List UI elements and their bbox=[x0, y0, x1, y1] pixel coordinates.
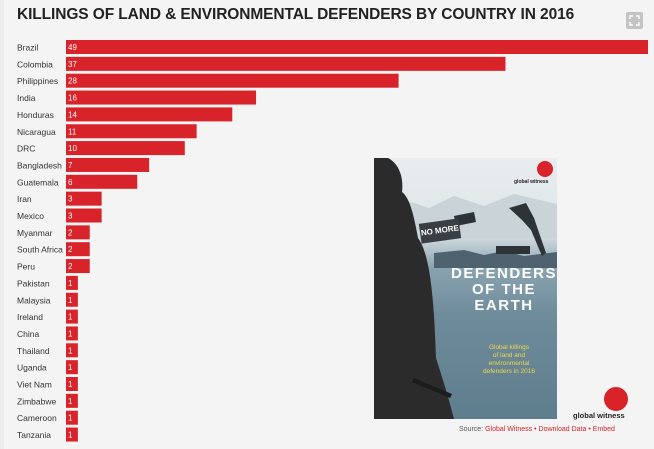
value-label: 1 bbox=[68, 313, 73, 322]
category-label: South Africa bbox=[17, 245, 63, 255]
category-label: Colombia bbox=[17, 59, 53, 69]
category-label: Honduras bbox=[17, 110, 54, 120]
value-label: 3 bbox=[68, 195, 73, 204]
cover-headline-line: OF THE bbox=[472, 281, 536, 298]
category-label: Nicaragua bbox=[17, 127, 56, 137]
value-label: 1 bbox=[68, 329, 73, 338]
category-label: India bbox=[17, 93, 36, 103]
expand-icon bbox=[629, 15, 640, 26]
embed-link[interactable]: Embed bbox=[592, 426, 615, 433]
value-label: 1 bbox=[68, 431, 73, 440]
bar[interactable] bbox=[66, 377, 78, 391]
value-label: 16 bbox=[68, 94, 77, 103]
cover-headline: DEFENDERS OF THE EARTH bbox=[444, 266, 557, 314]
category-label: Tanzania bbox=[17, 430, 51, 440]
cover-logo-icon bbox=[537, 161, 553, 177]
value-label: 2 bbox=[68, 228, 73, 237]
category-label: Uganda bbox=[17, 363, 47, 373]
value-label: 1 bbox=[68, 380, 73, 389]
bar[interactable] bbox=[66, 343, 78, 358]
cover-headline-line: DEFENDERS bbox=[450, 265, 557, 282]
report-cover-image: NO MORE global witness DEFENDERS OF THE … bbox=[374, 158, 557, 419]
bar[interactable] bbox=[66, 309, 78, 324]
value-label: 1 bbox=[68, 279, 73, 288]
value-label: 2 bbox=[68, 262, 73, 271]
value-label: 7 bbox=[68, 161, 73, 170]
bar[interactable] bbox=[66, 157, 150, 172]
category-label: Peru bbox=[17, 262, 35, 272]
bar[interactable] bbox=[66, 191, 102, 206]
category-label: Philippines bbox=[17, 76, 58, 86]
bar[interactable] bbox=[66, 56, 506, 71]
category-label: Ireland bbox=[17, 312, 43, 322]
bar[interactable] bbox=[66, 393, 78, 408]
bar[interactable] bbox=[66, 225, 90, 240]
bar[interactable] bbox=[66, 427, 78, 442]
category-label: Mexico bbox=[17, 211, 44, 221]
value-label: 28 bbox=[68, 77, 77, 86]
source-line: Source: Global Witness • Download Data •… bbox=[459, 426, 615, 433]
bar[interactable] bbox=[66, 174, 138, 189]
category-label: Iran bbox=[17, 194, 32, 204]
category-label: Myanmar bbox=[17, 228, 53, 238]
value-label: 37 bbox=[68, 60, 77, 69]
cover-subtitle-line: of land and bbox=[492, 352, 526, 359]
bar[interactable] bbox=[66, 208, 102, 223]
bar[interactable] bbox=[66, 107, 233, 122]
value-label: 1 bbox=[68, 296, 73, 305]
global-witness-logo-icon bbox=[604, 387, 628, 411]
bar[interactable] bbox=[66, 292, 78, 307]
category-label: Pakistan bbox=[17, 278, 50, 288]
bar[interactable] bbox=[66, 40, 648, 54]
cover-headline-line: EARTH bbox=[474, 297, 534, 314]
category-label: China bbox=[17, 329, 39, 339]
bar[interactable] bbox=[66, 242, 90, 257]
cover-subtitle-line: environmental bbox=[488, 360, 530, 367]
category-label: DRC bbox=[17, 144, 35, 154]
value-label: 49 bbox=[68, 43, 77, 52]
chart-title: KILLINGS OF LAND & ENVIRONMENTAL DEFENDE… bbox=[17, 6, 575, 23]
value-label: 1 bbox=[68, 414, 73, 423]
value-label: 14 bbox=[68, 110, 77, 119]
value-label: 10 bbox=[68, 144, 77, 153]
cover-subtitle-line: Global killings bbox=[488, 344, 530, 351]
bar[interactable] bbox=[66, 410, 78, 425]
value-label: 1 bbox=[68, 346, 73, 355]
cover-logo-text: global witness bbox=[514, 179, 549, 185]
cover-subtitle-line: defenders in 2016 bbox=[482, 368, 536, 375]
bar[interactable] bbox=[66, 141, 185, 156]
cover-subtitle: Global killings of land and environmenta… bbox=[469, 344, 549, 376]
bar[interactable] bbox=[66, 124, 197, 139]
value-label: 1 bbox=[68, 397, 73, 406]
category-label: Zimbabwe bbox=[17, 396, 56, 406]
category-label: Malaysia bbox=[17, 295, 51, 305]
value-label: 1 bbox=[68, 363, 73, 372]
category-label: Guatemala bbox=[17, 177, 59, 187]
source-prefix: Source: bbox=[459, 426, 484, 433]
expand-button[interactable] bbox=[626, 12, 643, 29]
bar[interactable] bbox=[66, 90, 257, 105]
bar[interactable] bbox=[66, 326, 78, 341]
category-label: Cameroon bbox=[17, 413, 57, 423]
separator-dot: • bbox=[588, 426, 591, 433]
category-label: Brazil bbox=[17, 43, 38, 53]
value-label: 11 bbox=[68, 127, 77, 136]
value-label: 6 bbox=[68, 178, 73, 187]
bar[interactable] bbox=[66, 275, 78, 290]
value-label: 2 bbox=[68, 245, 73, 254]
bar[interactable] bbox=[66, 360, 78, 375]
global-witness-logo-text: global witness bbox=[573, 411, 625, 420]
bar[interactable] bbox=[66, 73, 399, 88]
category-label: Viet Nam bbox=[17, 380, 52, 390]
bar[interactable] bbox=[66, 259, 90, 274]
category-label: Thailand bbox=[17, 346, 50, 356]
source-link[interactable]: Global Witness bbox=[485, 426, 533, 433]
category-label: Bangladesh bbox=[17, 160, 62, 170]
value-label: 3 bbox=[68, 212, 73, 221]
separator-dot: • bbox=[534, 426, 537, 433]
download-data-link[interactable]: Download Data bbox=[538, 426, 587, 433]
